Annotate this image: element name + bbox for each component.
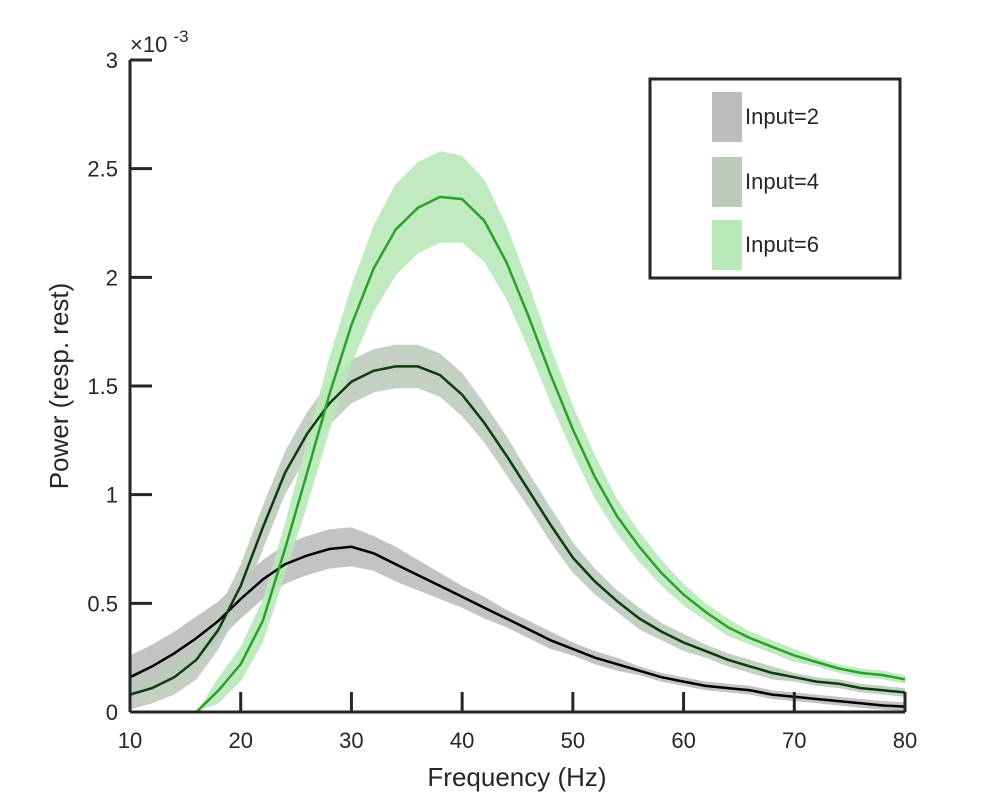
mean-lines <box>130 195 905 712</box>
y-axis-multiplier: ×10 -3 <box>130 27 189 57</box>
line-series-1 <box>130 545 905 708</box>
x-ticks: 10 20 30 40 50 60 70 80 <box>118 692 917 753</box>
legend-swatch-series-1 <box>712 92 742 142</box>
error-bands <box>130 151 905 712</box>
legend-label-series-1: Input=2 <box>745 104 819 129</box>
legend-label-series-3: Input=6 <box>745 232 819 257</box>
x-tick-label: 50 <box>561 728 585 753</box>
x-axis-title: Frequency (Hz) <box>427 762 606 792</box>
y-tick-label: 3 <box>106 48 118 73</box>
plot-area <box>130 151 905 712</box>
x-tick-label: 70 <box>782 728 806 753</box>
y-tick-label: 1.5 <box>87 374 118 399</box>
y-multiplier-base: ×10 <box>130 32 167 57</box>
y-tick-label: 0 <box>106 700 118 725</box>
legend-label-series-2: Input=4 <box>745 169 819 194</box>
y-axis-title: Power (resp. rest) <box>44 283 74 490</box>
x-tick-label: 10 <box>118 728 142 753</box>
legend-box <box>648 77 902 280</box>
legend-items: Input=2 Input=4 Input=6 <box>712 92 819 270</box>
x-tick-label: 80 <box>893 728 917 753</box>
y-multiplier-exponent: -3 <box>173 27 188 46</box>
x-tick-label: 60 <box>671 728 695 753</box>
error-band-series-3 <box>130 151 905 712</box>
y-tick-label: 1 <box>106 483 118 508</box>
line-series-3 <box>130 195 905 712</box>
x-tick-label: 30 <box>339 728 363 753</box>
y-tick-label: 0.5 <box>87 591 118 616</box>
legend-swatch-series-3 <box>712 220 742 270</box>
legend-swatch-series-2 <box>712 157 742 207</box>
y-tick-label: 2.5 <box>87 157 118 182</box>
y-ticks: 0 0.5 1 1.5 2 2.5 3 <box>87 48 152 725</box>
x-tick-label: 20 <box>228 728 252 753</box>
error-band-series-1 <box>130 527 905 711</box>
legend: Input=2 Input=4 Input=6 <box>648 77 902 280</box>
line-series-2 <box>130 365 905 696</box>
y-tick-label: 2 <box>106 265 118 290</box>
x-tick-label: 40 <box>450 728 474 753</box>
